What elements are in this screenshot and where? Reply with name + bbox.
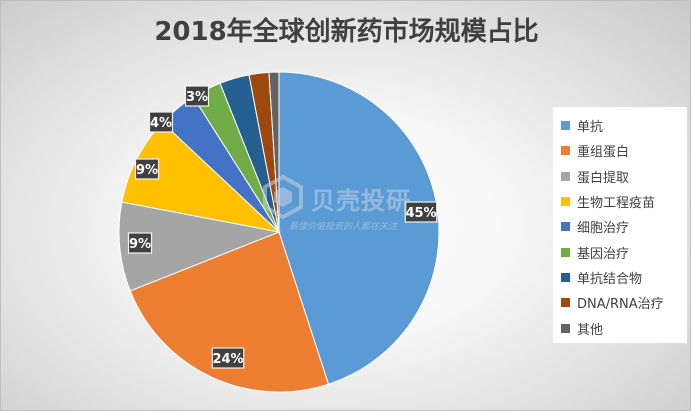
- data-label-2: 24%: [211, 347, 245, 369]
- legend-label: 基因治疗: [577, 246, 630, 262]
- legend-item: 蛋白提取: [561, 164, 687, 189]
- legend-swatch: [561, 323, 570, 333]
- svg-text:9%: 9%: [129, 237, 151, 252]
- chart-title: 2018年全球创新药市场规模占比: [154, 17, 539, 47]
- data-label-1: 45%: [404, 201, 438, 223]
- legend-label: 生物工程疫苗: [577, 196, 656, 212]
- data-label-4: 9%: [134, 158, 160, 180]
- legend-item: 重组蛋白: [561, 138, 687, 163]
- legend-label: 重组蛋白: [577, 145, 630, 161]
- svg-text:3%: 3%: [186, 90, 208, 105]
- legend-item: 基因治疗: [561, 239, 687, 264]
- legend-label: 蛋白提取: [577, 170, 630, 186]
- legend-item: 单抗: [561, 113, 687, 138]
- legend-swatch: [561, 247, 570, 257]
- pie-slice-2: [129, 231, 330, 393]
- legend-item: 单抗结合物: [561, 265, 687, 290]
- legend-swatch: [561, 121, 570, 131]
- legend-swatch: [561, 298, 570, 308]
- legend-label: 单抗: [577, 120, 604, 136]
- svg-text:9%: 9%: [136, 163, 158, 178]
- legend-label: 细胞治疗: [577, 221, 630, 237]
- svg-text:45%: 45%: [405, 206, 436, 221]
- svg-text:24%: 24%: [212, 352, 243, 367]
- legend-swatch: [561, 272, 570, 282]
- data-label-5: 4%: [148, 111, 174, 133]
- data-label-6: 3%: [184, 85, 210, 107]
- chart-legend: 单抗重组蛋白蛋白提取生物工程疫苗 细胞治疗基因治疗单抗结合物 DNA/RNA治疗 其他: [553, 107, 687, 343]
- legend-item: 细胞治疗: [561, 214, 687, 239]
- legend-item: DNA/RNA治疗: [561, 290, 687, 315]
- legend-label: 单抗结合物: [577, 271, 643, 287]
- legend-item: 其他: [561, 315, 687, 340]
- legend-swatch: [561, 222, 570, 232]
- legend-swatch: [561, 146, 570, 156]
- legend-swatch: [561, 197, 570, 207]
- legend-item: 生物工程疫苗: [561, 189, 687, 214]
- legend-label: DNA/RNA治疗: [577, 297, 664, 313]
- legend-label: 其他: [577, 322, 604, 338]
- data-label-3: 9%: [127, 232, 153, 254]
- legend-swatch: [561, 171, 570, 181]
- pie-slice-3: [118, 201, 281, 292]
- svg-text:4%: 4%: [150, 116, 172, 131]
